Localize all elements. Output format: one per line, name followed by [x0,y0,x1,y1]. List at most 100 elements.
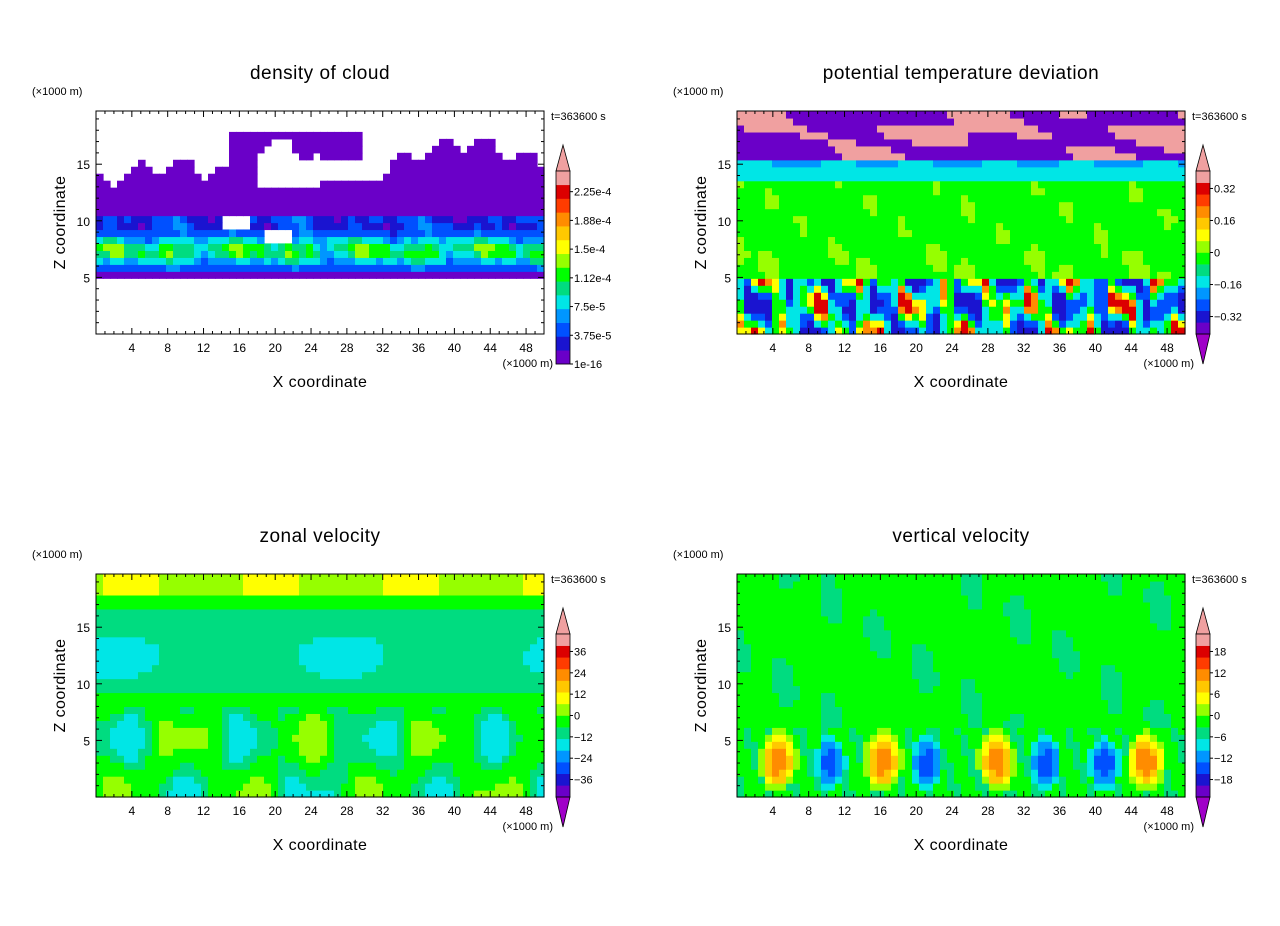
heatmap-cell [250,271,258,279]
heatmap-cell [877,159,885,168]
heatmap-cell [152,187,160,196]
heatmap-cell [243,587,251,596]
heatmap-cell [348,664,356,673]
heatmap-cell [793,117,801,126]
heatmap-cell [110,208,118,217]
heatmap-cell [786,278,794,286]
heatmap-cell [933,180,941,189]
heatmap-cell [1178,201,1186,210]
heatmap-cell [257,138,265,147]
heatmap-cell [1178,320,1186,328]
heatmap-cell [1108,236,1116,245]
heatmap-cell [1129,173,1137,182]
heatmap-cell [138,229,146,238]
heatmap-cell [905,187,913,196]
heatmap-cell [110,685,118,694]
heatmap-cell [1094,229,1102,238]
heatmap-cell [926,278,934,286]
heatmap-cell [1010,201,1018,210]
heatmap-cell [159,664,167,673]
heatmap-cell [898,313,906,321]
heatmap-cell [933,173,941,182]
heatmap-cell [187,650,195,659]
heatmap-cell [814,299,822,307]
heatmap-cell [1066,166,1074,175]
heatmap-cell [1010,285,1018,293]
heatmap-cell [124,692,132,701]
heatmap-cell [173,187,181,196]
heatmap-cell [863,243,871,251]
heatmap-cell [786,201,794,210]
heatmap-cell [404,257,412,265]
heatmap-cell [488,201,496,210]
heatmap-cell [299,720,307,728]
heatmap-cell [1059,111,1067,119]
heatmap-cell [849,264,857,272]
heatmap-cell [954,222,962,231]
heatmap-cell [779,131,787,140]
heatmap-cell [362,692,370,701]
heatmap-cell [124,594,132,603]
heatmap-cell [180,776,188,784]
heatmap-cell [418,790,426,798]
heatmap-cell [996,285,1004,293]
heatmap-cell [1122,187,1130,196]
heatmap-cell [1052,229,1060,238]
heatmap-cell [1087,180,1095,189]
heatmap-cell [285,748,293,756]
heatmap-cell [215,762,223,770]
heatmap-cell [390,180,398,189]
heatmap-cell [898,264,906,272]
heatmap-cell [807,152,815,161]
heatmap-cell [1024,138,1032,147]
heatmap-cell [138,713,146,721]
heatmap-cell [397,692,405,701]
heatmap-cell [1052,306,1060,314]
heatmap-cell [166,678,174,687]
heatmap-cell [870,111,878,119]
heatmap-cell [530,194,538,203]
heatmap-cell [800,222,808,231]
heatmap-cell [926,166,934,175]
heatmap-cell [229,650,237,659]
heatmap-cell [828,166,836,175]
heatmap-cell [996,187,1004,196]
heatmap-cell [779,117,787,126]
heatmap-cell [835,257,843,265]
heatmap-cell [110,236,118,245]
heatmap-cell [779,292,787,300]
heatmap-cell [166,762,174,770]
heatmap-cell [383,173,391,182]
heatmap-cell [1157,166,1165,175]
heatmap-cell [320,776,328,784]
heatmap-cell [870,117,878,126]
heatmap-cell [996,131,1004,140]
heatmap-cell [404,769,412,777]
heatmap-cell [912,243,920,251]
heatmap-cell [194,622,202,631]
heatmap-cell [772,111,780,119]
heatmap-cell [1080,194,1088,203]
heatmap-cell [187,264,195,272]
heatmap-cell [201,201,209,210]
heatmap-cell [758,222,766,231]
heatmap-cell [334,699,342,708]
heatmap-cell [1178,215,1186,224]
heatmap-cell [737,187,745,196]
heatmap-cell [954,208,962,217]
heatmap-cell [103,615,111,624]
heatmap-cell [404,580,412,589]
heatmap-cell [201,250,209,258]
heatmap-cell [898,278,906,286]
heatmap-cell [138,755,146,763]
heatmap-cell [961,313,969,321]
heatmap-cell [383,194,391,203]
heatmap-cell [1080,124,1088,133]
heatmap-cell [138,741,146,749]
heatmap-cell [348,138,356,147]
heatmap-cell [905,180,913,189]
heatmap-cell [982,299,990,307]
heatmap-cell [933,243,941,251]
heatmap-cell [201,587,209,596]
heatmap-cell [849,187,857,196]
